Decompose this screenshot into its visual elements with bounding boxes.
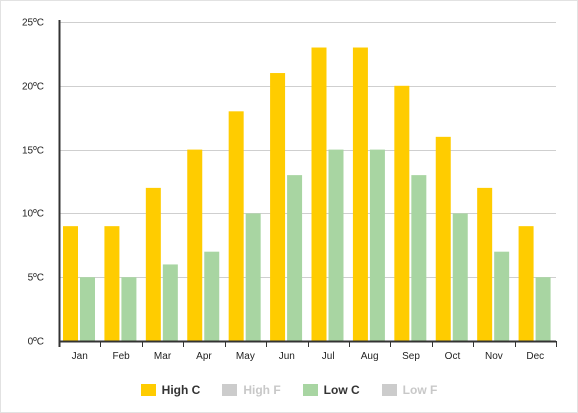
bar-chart: 0ºC 5ºC 10ºC 15ºC 20ºC 25ºC Jan Feb Mar Apr May Jun… bbox=[22, 18, 557, 362]
legend-swatch bbox=[302, 384, 318, 396]
legend-label: High F bbox=[243, 383, 281, 397]
legend-swatch bbox=[381, 384, 397, 396]
legend-item-low-f[interactable]: Low F bbox=[381, 383, 438, 397]
x-tick-label: Jan bbox=[72, 351, 88, 362]
bar-low-c bbox=[204, 251, 220, 341]
legend-label: High C bbox=[161, 383, 201, 397]
y-tick-label: 5ºC bbox=[28, 273, 44, 284]
bar-high-c bbox=[518, 226, 534, 341]
bar-high-c bbox=[311, 47, 327, 342]
legend: High C High F Low C Low F bbox=[0, 383, 578, 397]
bar-high-c bbox=[63, 226, 78, 341]
bar-high-c bbox=[270, 73, 286, 341]
bar-low-c bbox=[328, 149, 344, 341]
bar-high-c bbox=[352, 47, 368, 342]
bar-low-c bbox=[452, 213, 468, 341]
x-tick-label: Dec bbox=[526, 351, 544, 362]
bar-high-c bbox=[145, 187, 161, 341]
legend-label: Low C bbox=[323, 383, 360, 397]
bar-low-c bbox=[535, 277, 551, 341]
legend-swatch bbox=[222, 384, 238, 396]
bar-low-c bbox=[80, 277, 95, 341]
legend-swatch bbox=[140, 384, 156, 396]
bar-low-c bbox=[411, 175, 427, 341]
bar-low-c bbox=[162, 264, 178, 341]
bar-high-c bbox=[228, 111, 244, 341]
legend-item-low-c[interactable]: Low C bbox=[302, 383, 360, 397]
y-tick-label: 20ºC bbox=[22, 82, 44, 93]
bar-high-c bbox=[394, 85, 410, 341]
bar-low-c bbox=[287, 175, 303, 341]
x-tick-label: Feb bbox=[113, 351, 131, 362]
x-tick-label: Apr bbox=[196, 351, 212, 362]
x-tick-label: Aug bbox=[361, 351, 379, 362]
bar-high-c bbox=[435, 136, 451, 341]
bar-high-c bbox=[104, 226, 120, 341]
x-tick-label: Jun bbox=[279, 351, 295, 362]
y-tick-label: 15ºC bbox=[22, 146, 44, 157]
x-tick-label: Mar bbox=[154, 351, 172, 362]
y-tick-label: 10ºC bbox=[22, 209, 44, 220]
bar-high-c bbox=[187, 149, 203, 341]
x-tick-label: May bbox=[236, 351, 255, 362]
bar-low-c bbox=[245, 213, 261, 341]
bar-high-c bbox=[477, 187, 493, 341]
x-tick-label: Sep bbox=[402, 351, 420, 362]
bar-low-c bbox=[121, 277, 137, 341]
y-tick-label: 25ºC bbox=[22, 18, 44, 29]
y-tick-label: 0ºC bbox=[28, 337, 44, 348]
x-tick-label: Oct bbox=[445, 351, 461, 362]
bar-low-c bbox=[369, 149, 385, 341]
legend-label: Low F bbox=[402, 383, 438, 397]
x-tick-label: Nov bbox=[485, 351, 503, 362]
legend-item-high-f[interactable]: High F bbox=[222, 383, 281, 397]
legend-item-high-c[interactable]: High C bbox=[140, 383, 201, 397]
x-tick-label: Jul bbox=[322, 351, 335, 362]
bar-low-c bbox=[494, 251, 510, 341]
